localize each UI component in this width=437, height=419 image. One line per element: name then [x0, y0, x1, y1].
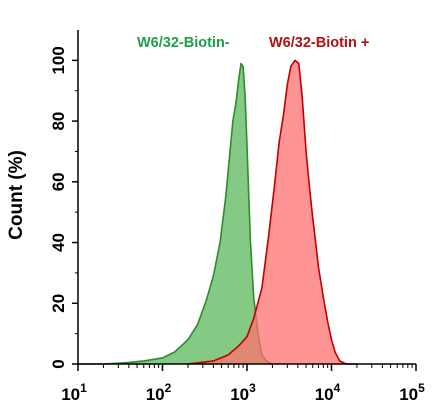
y-tick-label-5: 100	[49, 46, 68, 74]
x-tick-label-2: 103	[230, 381, 256, 404]
labels-layer: Count (%) W6/32-Biotin- W6/32-Biotin +	[6, 35, 369, 240]
x-tick-label-0: 101	[61, 381, 87, 404]
x-tick-label-1: 102	[146, 381, 172, 404]
series-line-1	[187, 59, 357, 365]
x-tick-label-4: 105	[399, 381, 425, 404]
series-line-0	[78, 62, 273, 365]
y-tick-label-0: 0	[49, 359, 68, 368]
legend-entry-biotin-positive: W6/32-Biotin +	[269, 35, 369, 51]
y-tick-label-1: 20	[49, 294, 68, 313]
plot-layer	[78, 59, 357, 365]
y-tick-label-2: 40	[49, 233, 68, 252]
y-tick-label-3: 60	[49, 172, 68, 191]
x-tick-label-3: 104	[315, 381, 341, 404]
y-axis-label: Count (%)	[6, 150, 27, 240]
series-area-0	[78, 63, 273, 365]
axes-layer: 0 20 40 60 80 100 101 102 103 104 105	[49, 30, 425, 404]
y-tick-label-4: 80	[49, 112, 68, 131]
series-area-1	[187, 60, 357, 365]
legend-entry-biotin-negative: W6/32-Biotin-	[137, 35, 230, 51]
